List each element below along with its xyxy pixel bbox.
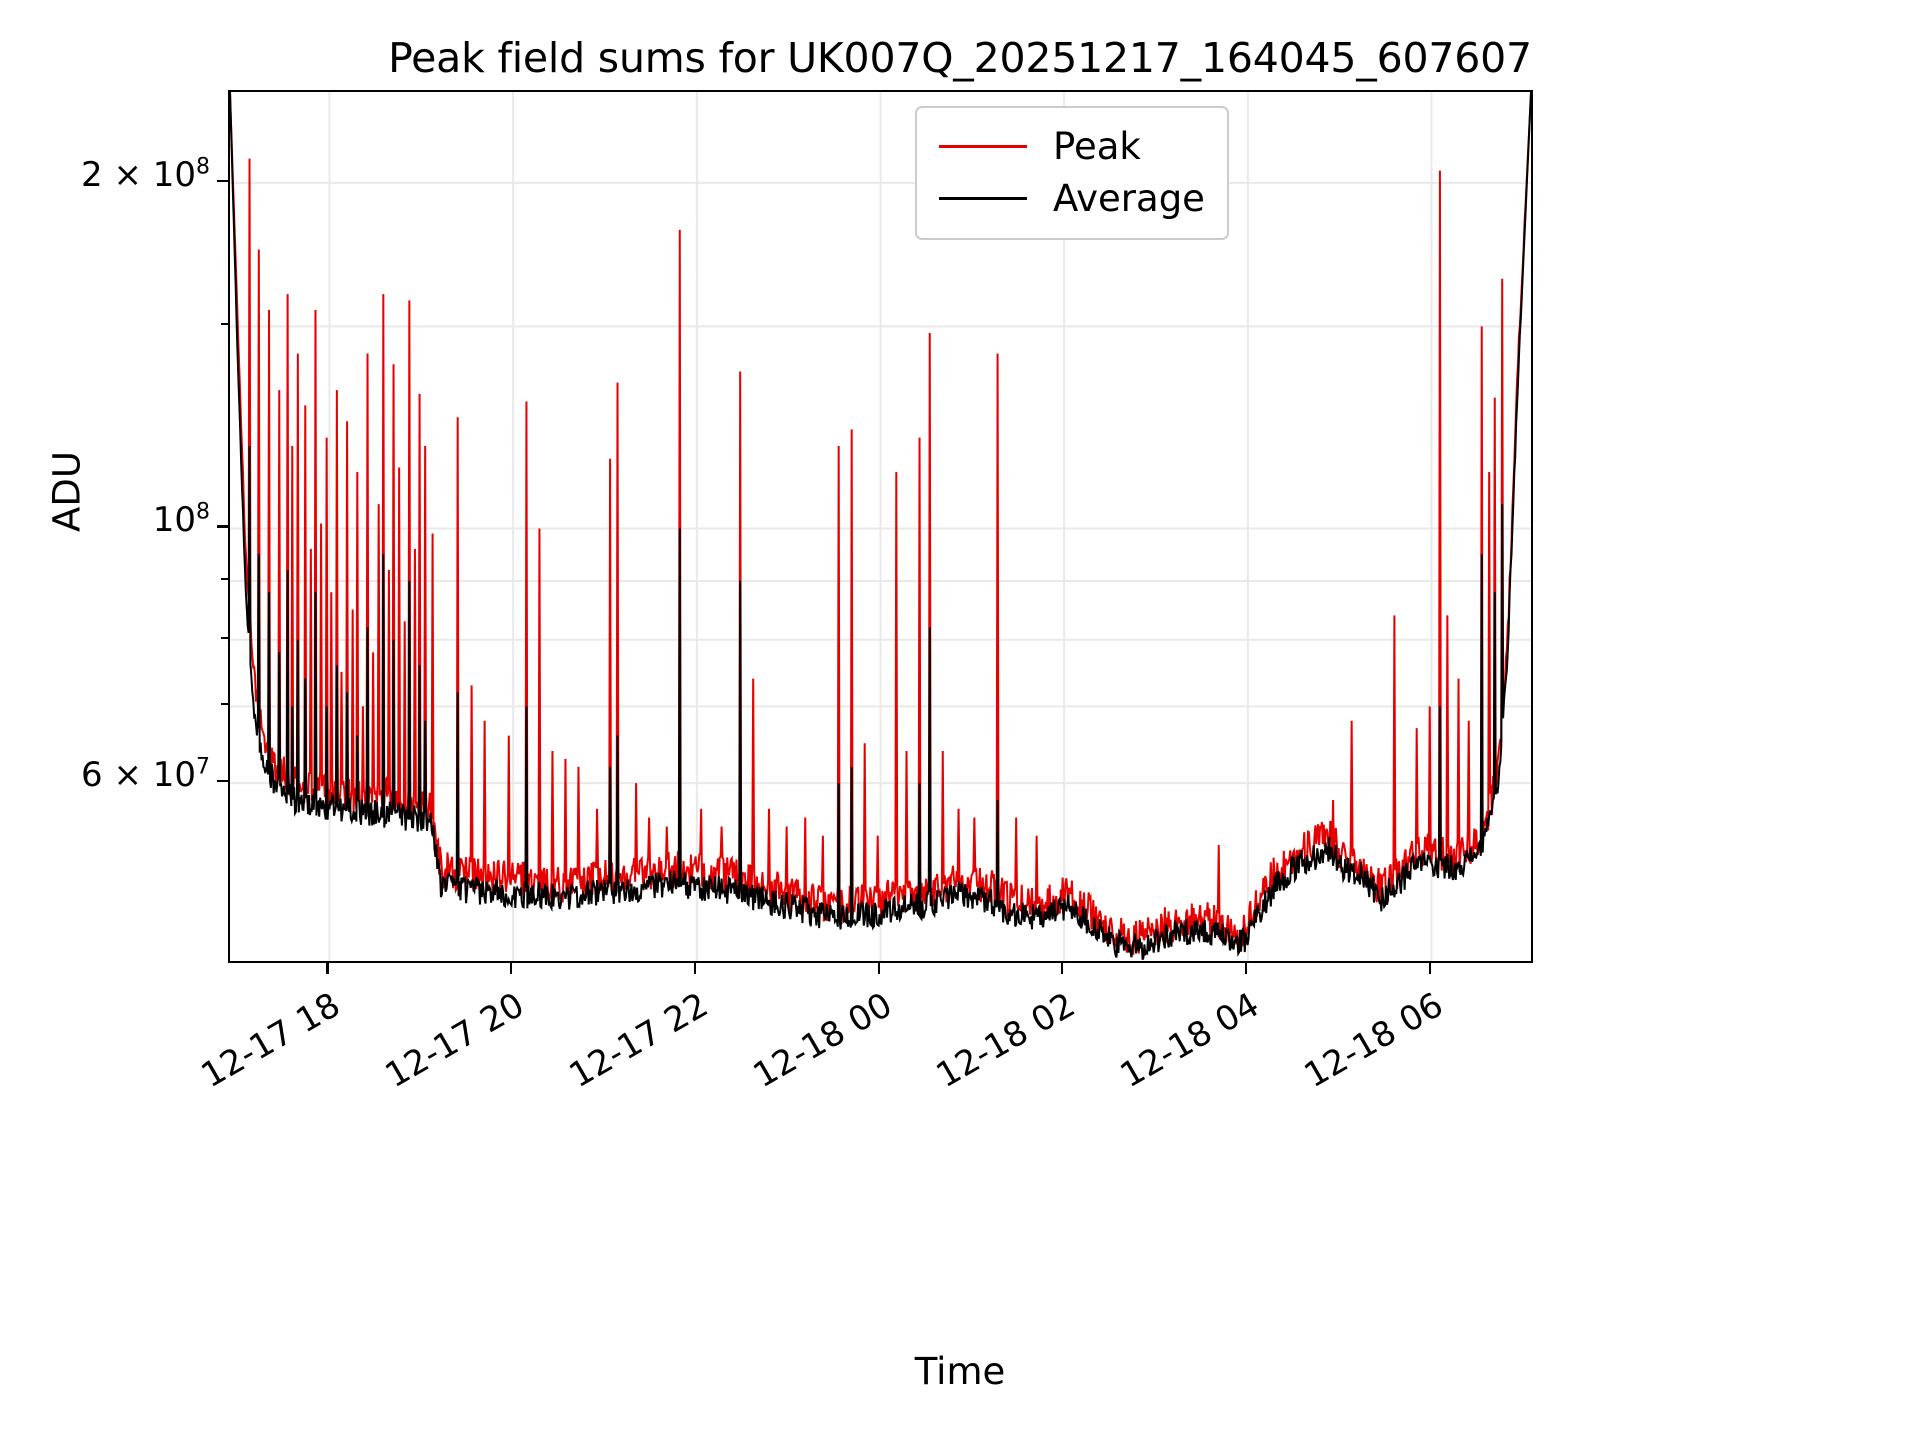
y-tick-label-group: 6 × 107 108 2 × 108	[0, 0, 210, 1440]
x-tick-mark	[1061, 963, 1064, 974]
x-tick-mark	[877, 963, 880, 974]
y-minor-tick-mark	[221, 636, 228, 639]
y-tick-mantissa: 2 × 10	[81, 154, 196, 195]
legend-line-icon-average	[939, 196, 1027, 200]
x-tick-mark	[326, 963, 329, 974]
x-tick-label: 12-17 20	[378, 985, 532, 1097]
series-line-peak	[230, 92, 1531, 956]
series-line-average	[230, 92, 1531, 961]
x-tick-label: 12-18 06	[1297, 985, 1450, 1097]
x-tick-mark	[1428, 963, 1431, 974]
y-tick-mark	[217, 525, 228, 528]
x-tick-label: 12-17 22	[562, 985, 715, 1097]
y-tick-label: 6 × 107	[81, 754, 210, 796]
legend-item-average: Average	[939, 172, 1205, 224]
y-minor-tick-mark	[221, 703, 228, 706]
x-tick-label: 12-18 02	[929, 985, 1083, 1097]
legend-label-average: Average	[1053, 176, 1205, 220]
y-tick-label: 2 × 108	[81, 154, 210, 195]
y-tick-label: 108	[152, 500, 210, 541]
x-axis-label: Time	[914, 1350, 1006, 1393]
legend-line-icon-peak	[939, 144, 1027, 148]
x-tick-label: 12-18 04	[1113, 985, 1266, 1097]
plot-svg	[230, 92, 1531, 961]
x-tick-label: 12-18 00	[746, 985, 899, 1097]
y-minor-tick-mark	[221, 578, 228, 580]
y-tick-exponent: 8	[196, 154, 210, 180]
y-tick-exponent: 8	[196, 500, 210, 526]
y-tick-exponent: 7	[196, 754, 210, 780]
plot-area	[228, 90, 1533, 963]
y-tick-mantissa: 6 × 10	[81, 755, 196, 796]
chart-title: Peak field sums for UK007Q_20251217_1640…	[388, 34, 1532, 82]
x-tick-mark	[510, 963, 513, 974]
chart-legend: Peak Average	[915, 106, 1229, 240]
legend-label-peak: Peak	[1053, 124, 1141, 168]
y-tick-mantissa: 10	[152, 500, 196, 541]
y-axis-label: ADU	[45, 451, 89, 532]
x-tick-mark	[693, 963, 697, 974]
legend-item-peak: Peak	[939, 120, 1205, 172]
y-minor-tick-mark	[221, 323, 228, 326]
y-tick-mark	[217, 179, 228, 183]
y-tick-mark	[217, 780, 228, 783]
x-tick-mark	[1244, 963, 1248, 974]
